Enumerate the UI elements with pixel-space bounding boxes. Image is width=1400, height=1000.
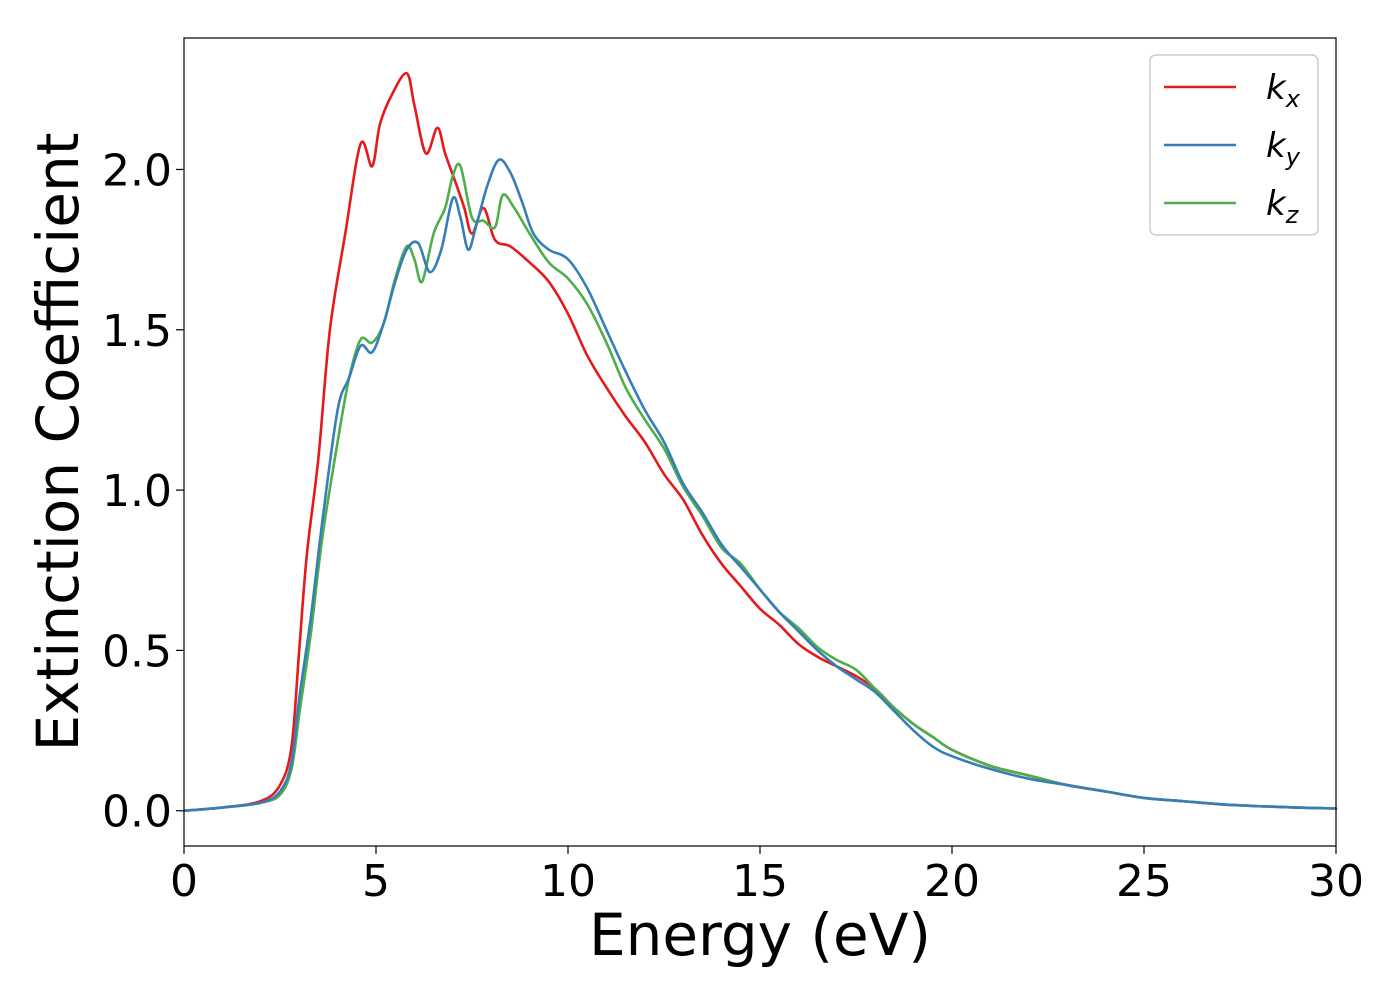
x-tick-label: 20 bbox=[924, 856, 980, 907]
legend-label-z: kz bbox=[1266, 184, 1300, 229]
x-tick-label: 5 bbox=[362, 856, 390, 907]
legend-label-main: k bbox=[1266, 126, 1287, 166]
x-tick-label: 10 bbox=[540, 856, 596, 907]
x-tick-label: 25 bbox=[1116, 856, 1172, 907]
y-tick-label: 1.0 bbox=[102, 466, 172, 517]
plot-area bbox=[184, 38, 1336, 846]
y-tick-label: 2.0 bbox=[102, 145, 172, 196]
y-tick-label: 0.5 bbox=[102, 626, 172, 677]
x-tick-label: 0 bbox=[170, 856, 198, 907]
x-tick-label: 30 bbox=[1308, 856, 1364, 907]
series-layer bbox=[182, 71, 1338, 813]
series-line-y bbox=[182, 158, 1338, 813]
y-axis-ticks: 0.0 0.5 1.0 1.5 2.0 bbox=[102, 145, 184, 838]
legend-label-main: k bbox=[1266, 184, 1287, 224]
legend-label-y: ky bbox=[1266, 126, 1301, 171]
legend-label-x: kx bbox=[1266, 68, 1301, 113]
y-axis-title: Extinction Coefficient bbox=[24, 133, 92, 752]
x-axis-title: Energy (eV) bbox=[589, 901, 931, 969]
x-tick-label: 15 bbox=[732, 856, 788, 907]
y-tick-label: 1.5 bbox=[102, 306, 172, 357]
y-tick-label: 0.0 bbox=[102, 787, 172, 838]
legend-label-sub: x bbox=[1285, 85, 1301, 113]
legend-label-sub: z bbox=[1285, 201, 1300, 229]
legend-label-main: k bbox=[1266, 68, 1287, 108]
x-axis-ticks: 0 5 10 15 20 25 30 bbox=[170, 846, 1364, 907]
legend-label-sub: y bbox=[1285, 143, 1301, 171]
